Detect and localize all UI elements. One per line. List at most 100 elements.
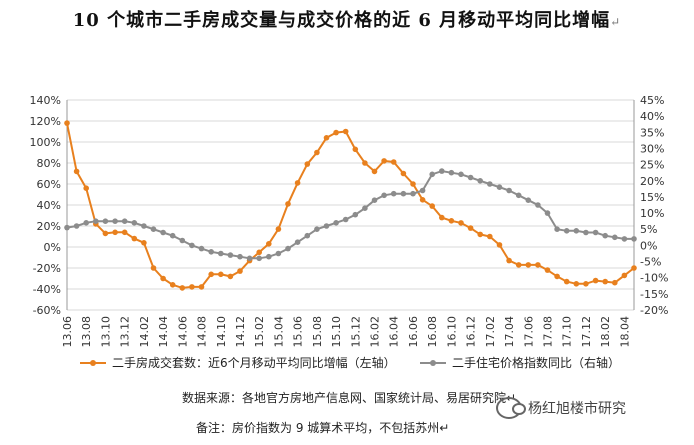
series-1-point [275,226,282,232]
x-tick-label: 15.12 [349,316,362,348]
x-tick-label: 15.10 [330,316,343,348]
series-1-point [535,262,541,268]
x-tick-label: 16.12 [465,316,478,348]
x-axis-ticks: 13.06 13.08 13.10 13.12 14.02 14.04 14.06 14.08… [61,316,631,348]
series-2-point [612,234,618,241]
series-1-point [237,268,243,274]
series-2-point [189,242,195,249]
series-1-point [419,197,426,203]
series-2-point [227,252,234,258]
series-1-point [573,281,580,287]
right-tick-label: 25% [640,159,664,172]
x-tick-label: 18.04 [618,316,631,348]
x-tick-label: 13.12 [119,316,132,348]
wechat-icon [496,397,526,419]
series-2-point [314,226,320,232]
series-2-point [179,237,186,244]
series-2-point [362,205,368,211]
series-1-point [208,271,214,278]
right-tick-label: 0% [640,239,657,252]
series-1-point [102,230,109,237]
series-1-point [390,159,397,165]
series-2-point [573,228,580,234]
x-tick-label: 17.02 [484,316,497,348]
legend: 二手房成交套数：近6个月移动平均同比增幅（左轴） 二手住宅价格指数同比（右轴） [80,355,620,370]
series-2-point [506,187,512,194]
series-2-point [381,192,387,199]
left-tick-label: -40% [33,283,61,296]
x-tick-label: 17.04 [503,316,516,348]
series-1-point [73,168,80,175]
x-tick-label: 16.06 [407,316,420,348]
left-axis-ticks: -60% -40% -20% 0% 20% 40% 60% 80% 100% 120% 140% [30,94,61,317]
series-2-point [544,210,551,216]
series-1-point [141,240,147,246]
left-tick-label: 80% [37,157,61,170]
right-tick-label: 30% [640,142,664,155]
x-tick-label: 14.10 [215,316,228,348]
series-2-point [102,218,109,224]
x-tick-label: 14.02 [138,316,151,348]
series-2-point [333,220,339,226]
grid-lines [66,99,635,311]
left-tick-label: -60% [33,304,61,317]
series-1-point [592,277,599,284]
series-layer [64,120,637,291]
series-2-point [141,223,147,229]
series-1-point [323,135,330,141]
series-1-point [563,278,570,285]
series-1-point [429,203,436,209]
series-2-point [525,197,532,203]
x-tick-label: 14.08 [196,316,209,348]
series-2-point [621,236,628,242]
series-1-point [621,272,628,279]
series-1-point [487,233,493,240]
right-tick-label: 45% [640,94,664,107]
series-1-point [467,225,474,231]
series-2-point [352,211,359,218]
watermark-text: 杨红旭楼市研究 [528,401,626,417]
right-tick-label: 20% [640,175,664,188]
series-2-point [150,226,157,232]
series-1-point [112,229,118,236]
series-2-point [439,168,445,174]
left-tick-label: 60% [37,178,61,191]
series-2-point [583,229,589,236]
series-2-point [467,174,474,181]
x-tick-label: 15.02 [253,316,266,348]
series-2-point [563,228,570,234]
series-1-point [631,265,637,271]
series-2-point [218,250,224,257]
series-1-point [333,129,339,136]
right-tick-label: -10% [640,272,668,285]
right-axis-ticks: -20% -15% -10% -5% 0% 5% 10% 15% 20% 25% 30% 35% 40%… [640,94,668,317]
series-2-point [390,190,397,197]
right-tick-label: -5% [640,256,661,269]
chart-title: 10 个城市二手房成交量与成交价格的近 6 月移动平均同比增幅↵ [0,6,694,32]
watermark: 杨红旭楼市研究 [496,397,626,419]
series-1-point [198,284,205,290]
series-2-point [448,169,455,176]
series-2-point [294,239,301,245]
series-2-point [266,253,272,260]
series-1-point [150,265,157,271]
series-2-point [602,232,608,239]
series-1-point [294,180,301,186]
series-2-point [371,197,378,203]
series-2-point [121,218,128,224]
remark-note: 备注：房价指数为 9 城算术平均，不包括苏州↵ [196,421,450,435]
source-note: 数据来源：各地官方房地产信息网、国家统计局、易居研究院↵ [182,391,517,405]
series-1-point [477,231,484,238]
series-1-point [342,128,349,135]
series-2-point [256,255,263,262]
right-tick-label: 15% [640,191,664,204]
series-2-point [64,224,70,231]
x-tick-label: 16.10 [445,316,458,348]
right-tick-label: 10% [640,207,664,220]
x-tick-label: 15.04 [272,316,285,348]
series-1-point [410,181,416,187]
right-tick-label: -15% [640,288,668,301]
series-1-point [227,273,234,280]
x-tick-label: 14.12 [234,316,247,348]
series-1-point [352,146,359,153]
